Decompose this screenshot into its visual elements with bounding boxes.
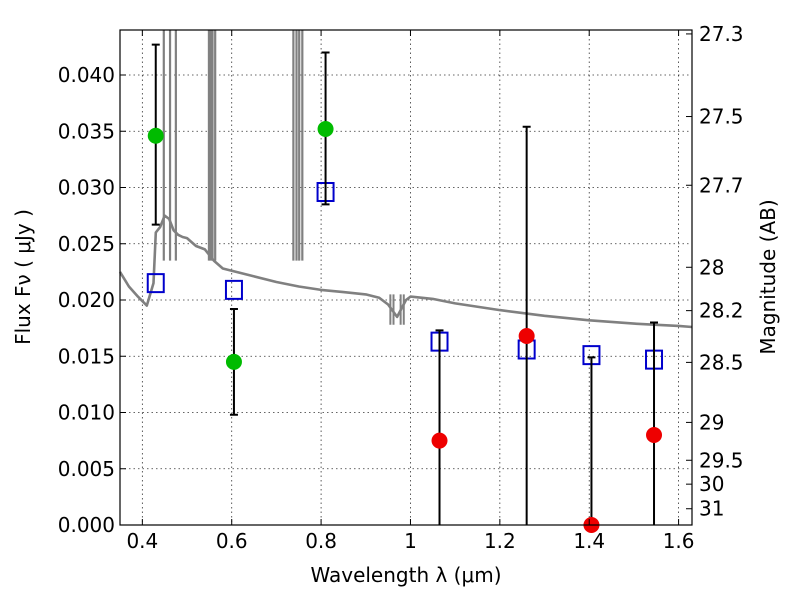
right-tick-label: 29 bbox=[699, 410, 724, 434]
right-tick-label: 27.3 bbox=[699, 22, 744, 46]
spectrum-line bbox=[118, 214, 693, 329]
x-tick-label: 0.8 bbox=[305, 529, 337, 553]
right-tick-label: 30 bbox=[699, 472, 724, 496]
y-tick-label: 0.020 bbox=[58, 288, 115, 312]
upper-limit-point bbox=[646, 427, 663, 443]
model-photometry-square bbox=[224, 279, 243, 300]
y-tick-label: 0.015 bbox=[58, 344, 115, 368]
spectrum-layer bbox=[118, 30, 693, 329]
right-tick-label: 28.2 bbox=[699, 299, 744, 323]
y-tick-label: 0.040 bbox=[58, 63, 115, 87]
y-tick-label: 0.000 bbox=[58, 513, 115, 537]
detection-point bbox=[147, 127, 164, 144]
y-tick-label: 0.035 bbox=[58, 119, 115, 143]
detection-point bbox=[225, 353, 242, 370]
plot-frame bbox=[119, 29, 693, 526]
right-tick-label: 29.5 bbox=[699, 448, 744, 472]
plot-background bbox=[120, 30, 692, 525]
upper-limit-point bbox=[518, 328, 535, 344]
points-layer bbox=[146, 43, 664, 533]
x-axis-label: Wavelength λ (μm) bbox=[310, 563, 501, 587]
tick-layer: 0.4 0.6 0.8 1 1.2 1.4 1.6 0.000 0.005 0.010 0.015 0… bbox=[58, 22, 744, 553]
right-tick-label: 28.5 bbox=[699, 350, 744, 374]
right-tick-label: 28 bbox=[699, 255, 724, 279]
right-axis-label: Magnitude (AB) bbox=[756, 199, 780, 354]
y-tick-label: 0.025 bbox=[58, 232, 115, 256]
model-photometry-square bbox=[146, 273, 165, 294]
upper-limit-point bbox=[431, 432, 448, 449]
x-tick-label: 0.4 bbox=[126, 529, 158, 553]
right-tick-label: 31 bbox=[699, 497, 724, 521]
right-tick-label: 27.5 bbox=[699, 105, 744, 129]
right-tick-label: 27.7 bbox=[699, 173, 744, 197]
y-axis-label: Flux Fν ( μJy ) bbox=[11, 209, 35, 345]
x-tick-label: 1.4 bbox=[573, 529, 605, 553]
x-tick-label: 1 bbox=[404, 529, 417, 553]
x-tick-label: 0.6 bbox=[216, 529, 248, 553]
x-tick-label: 1.6 bbox=[663, 529, 695, 553]
x-tick-label: 1.2 bbox=[484, 529, 516, 553]
y-tick-label: 0.005 bbox=[58, 457, 115, 481]
y-tick-label: 0.030 bbox=[58, 176, 115, 200]
y-tick-label: 0.010 bbox=[58, 401, 115, 425]
detection-point bbox=[317, 121, 334, 137]
